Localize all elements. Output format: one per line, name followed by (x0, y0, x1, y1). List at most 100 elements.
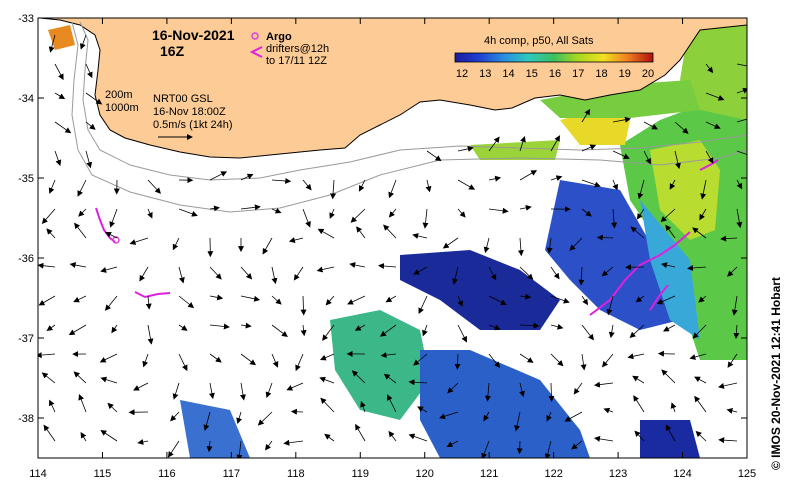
colorbar-tick-label: 18 (595, 68, 607, 80)
current-arrow (241, 296, 259, 300)
current-arrow (321, 398, 334, 412)
current-arrow (241, 325, 251, 326)
valid-time-label: 16-Nov 18:00Z (153, 106, 226, 118)
current-arrow (173, 238, 179, 249)
current-arrow (148, 209, 152, 218)
drifters-legend-line1: drifters@12h (266, 43, 329, 55)
x-tick-label: 116 (158, 468, 176, 480)
current-arrow (719, 383, 737, 387)
current-arrow (238, 412, 241, 423)
colorbar-tick-label: 13 (479, 68, 491, 80)
current-arrow (423, 325, 427, 335)
current-arrow (633, 376, 644, 383)
current-arrow (356, 425, 365, 441)
current-arrow (292, 412, 303, 413)
current-arrow (148, 325, 151, 344)
current-arrow (210, 354, 221, 362)
x-tick-label: 122 (544, 468, 562, 480)
x-tick-label: 123 (609, 468, 627, 480)
depth-label-200m: 200m (105, 89, 133, 101)
current-arrow (296, 354, 303, 370)
colorbar-tick-label: 12 (456, 68, 468, 80)
sst-patch-central-green (330, 310, 430, 420)
current-arrow (210, 267, 221, 279)
current-arrow (179, 325, 187, 330)
colorbar-tick-label: 16 (549, 68, 561, 80)
current-arrow (112, 325, 117, 332)
current-arrow (148, 180, 160, 193)
current-arrow (101, 378, 117, 383)
current-arrow (303, 296, 304, 315)
current-arrow (333, 180, 334, 198)
current-arrow (419, 296, 427, 313)
current-arrow (55, 93, 64, 99)
current-arrow (318, 267, 334, 271)
drifter-track (135, 292, 170, 297)
y-tick-label: -37 (18, 333, 34, 345)
current-arrow (179, 267, 183, 283)
current-arrow (86, 64, 92, 77)
current-arrow (628, 354, 644, 357)
y-tick-label: -35 (18, 173, 34, 185)
current-arrow (55, 151, 60, 165)
sst-patch-southwest (180, 400, 250, 458)
map-hour: 16Z (160, 43, 185, 59)
current-arrow (551, 267, 559, 279)
current-arrow (272, 325, 287, 336)
current-arrow (111, 209, 118, 227)
current-arrow (241, 354, 255, 365)
depth-label-1000m: 1000m (105, 102, 139, 114)
current-arrow (50, 180, 55, 193)
current-arrow (294, 267, 303, 280)
current-arrow (210, 383, 213, 398)
current-arrow (131, 238, 149, 244)
current-arrow (272, 180, 290, 181)
current-arrow (259, 412, 273, 425)
current-arrow (410, 435, 428, 441)
current-arrow (79, 209, 86, 216)
current-arrow (458, 325, 467, 342)
current-arrow (179, 209, 197, 216)
current-arrow (611, 325, 613, 337)
current-arrow (241, 383, 244, 400)
current-arrow (425, 209, 427, 228)
scale-arrow-label: 0.5m/s (1kt 24h) (153, 119, 232, 131)
current-arrow (330, 209, 334, 218)
current-arrow (582, 354, 584, 370)
current-arrow (520, 207, 531, 209)
current-arrow (613, 180, 617, 190)
current-arrow (210, 172, 226, 180)
current-arrow (267, 383, 272, 397)
current-arrow (241, 207, 260, 209)
current-arrow (169, 441, 180, 457)
current-arrow (138, 441, 148, 443)
current-arrow (390, 209, 397, 217)
credit-text: © IMOS 20-Nov-2021 12:41 Hobart (769, 277, 783, 470)
colorbar-tick-label: 20 (642, 68, 654, 80)
current-arrow (664, 325, 675, 331)
current-arrow (389, 180, 396, 197)
current-arrow (266, 441, 272, 450)
x-tick-label: 121 (480, 468, 498, 480)
current-arrow (444, 238, 458, 248)
current-arrow (303, 180, 311, 190)
current-arrow (574, 383, 582, 394)
colorbar-tick-label: 14 (502, 68, 514, 80)
current-arrow (81, 35, 86, 49)
current-arrow (485, 238, 489, 252)
current-arrow (695, 377, 706, 383)
colorbar-tick-label: 15 (526, 68, 538, 80)
current-arrow (489, 178, 500, 180)
current-arrow (179, 354, 187, 370)
current-arrow (50, 401, 55, 413)
current-arrow (604, 409, 613, 412)
colorbar-gradient (455, 53, 653, 62)
colorbar-tick-label: 17 (572, 68, 584, 80)
y-tick-label: -34 (18, 93, 34, 105)
current-arrow (603, 354, 613, 367)
current-arrow (55, 122, 70, 133)
current-arrow (384, 225, 396, 238)
current-arrow (303, 325, 304, 335)
current-arrow (728, 410, 738, 412)
